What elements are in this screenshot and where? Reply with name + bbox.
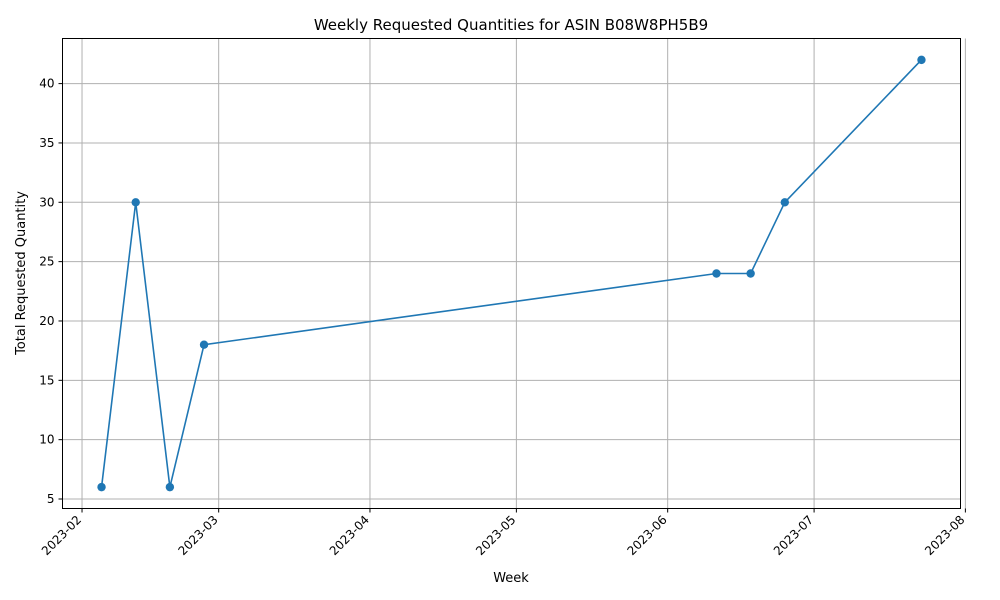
- y-tick-label: 25: [39, 255, 54, 269]
- x-tick-label: 2023-04: [327, 513, 372, 558]
- x-tick-label: 2023-07: [771, 513, 816, 558]
- data-point: [917, 55, 926, 65]
- data-point: [746, 269, 755, 278]
- y-axis: 5 10 15 20 25 30 35 40: [39, 77, 63, 506]
- series: [97, 55, 926, 492]
- x-tick-label: 2023-02: [39, 513, 84, 558]
- y-tick-label: 5: [47, 492, 55, 506]
- series-line: [100, 59, 923, 488]
- plot-frame: [62, 38, 961, 509]
- chart-title: Weekly Requested Quantities for ASIN B08…: [314, 16, 708, 34]
- data-point: [165, 482, 175, 492]
- x-tick-label: 2023-06: [624, 513, 669, 558]
- y-tick-label: 20: [39, 314, 54, 328]
- y-tick-label: 30: [39, 195, 54, 209]
- data-point: [712, 269, 721, 278]
- x-axis: 2023-02 2023-03 2023-04 2023-05 2023-06 2023-…: [39, 508, 968, 558]
- y-tick-label: 40: [39, 77, 54, 91]
- data-point: [131, 198, 140, 207]
- x-tick-label: 2023-05: [473, 513, 518, 558]
- x-axis-label: Week: [493, 571, 529, 586]
- x-tick-label: 2023-08: [922, 513, 967, 558]
- data-point: [97, 482, 106, 492]
- y-tick-label: 15: [39, 373, 54, 387]
- y-tick-label: 10: [39, 433, 54, 447]
- y-tick-label: 35: [39, 136, 54, 150]
- grid: [62, 38, 966, 509]
- data-point: [780, 198, 790, 207]
- x-tick-label: 2023-03: [175, 513, 220, 558]
- y-axis-label: Total Requested Quantity: [14, 191, 29, 356]
- data-point: [199, 340, 209, 349]
